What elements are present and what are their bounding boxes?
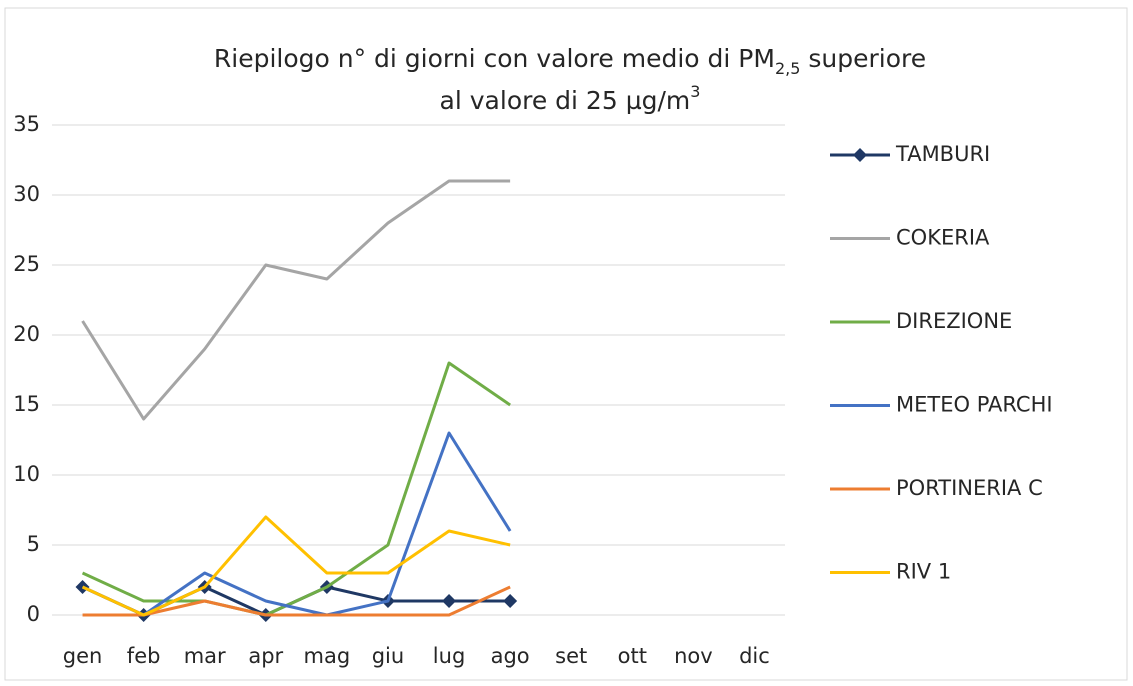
legend-marker [853,148,867,162]
y-tick-label: 25 [13,252,40,276]
x-tick-label: mar [184,644,226,668]
legend-label: DIREZIONE [896,309,1012,333]
series-line [81,179,511,421]
chart-title-line2: al valore di 25 µg/m3 [440,82,701,115]
y-tick-label: 30 [13,182,40,206]
y-tick-label: 5 [27,532,40,556]
x-tick-label: ott [618,644,647,668]
y-tick-label: 0 [27,602,40,626]
point-marker [442,594,457,608]
x-tick-label: ago [491,644,530,668]
x-tick-label: set [555,644,587,668]
x-tick-label: mag [304,644,351,668]
x-tick-label: giu [372,644,404,668]
x-tick-label: dic [739,644,770,668]
series-line [81,431,512,617]
legend-label: COKERIA [896,226,990,250]
chart-title-line1: Riepilogo n° di giorni con valore medio … [214,44,926,78]
legend-label: METEO PARCHI [896,393,1053,417]
x-tick-label: gen [63,644,103,668]
legend-label: TAMBURI [895,142,990,166]
y-tick-label: 35 [13,112,40,136]
y-tick-label: 10 [13,462,40,486]
chart-frame [4,7,1128,681]
point-marker [503,594,518,608]
y-tick-label: 15 [13,392,40,416]
series-line [82,585,511,617]
x-tick-label: apr [248,644,283,668]
series-line [81,515,511,617]
title-part: al valore di 25 µg/m [440,86,691,115]
title-part: 3 [690,82,700,101]
title-part: 2,5 [775,59,800,78]
series-line [81,361,511,617]
x-tick-label: nov [674,644,713,668]
title-part: Riepilogo n° di giorni con valore medio … [214,44,775,73]
x-tick-label: lug [433,644,465,668]
legend-label: PORTINERIA C [896,476,1043,500]
legend-label: RIV 1 [896,560,951,584]
y-tick-label: 20 [13,322,40,346]
title-part: superiore [800,44,926,73]
x-tick-label: feb [127,644,161,668]
